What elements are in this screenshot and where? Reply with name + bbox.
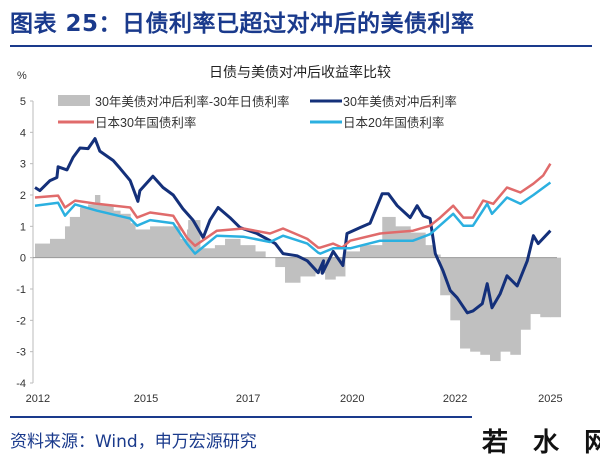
spread-bar [299,257,316,277]
spread-bar [540,257,551,318]
spread-bar [460,257,471,349]
spread-bar [335,257,346,277]
legend-label: 日本30年国债利率 [95,115,196,130]
spread-bar [163,226,174,258]
spread-bar [395,226,411,258]
spread-bar [88,204,96,258]
y-tick-label: 0 [20,253,26,265]
spread-bar [199,248,216,258]
x-tick-label: 2025 [538,393,562,405]
spread-bar [64,226,71,258]
spread-bar [520,257,531,330]
page-title: 图表 25：日债利率已超过对冲后的美债利率 [10,11,475,37]
spread-bar [35,243,51,258]
spread-bar [130,223,136,258]
y-axis-unit: % [17,70,27,82]
spread-bar [530,257,541,315]
series-line-1 [34,137,552,315]
watermark-logo: 若 水 网 [482,428,600,458]
legend-swatch-bar [58,95,90,106]
y-tick-label: 1 [20,221,26,233]
spread-bar [135,229,151,258]
series-line-2 [34,163,552,249]
y-tick-label: -3 [16,347,26,359]
spread-bar [470,257,481,352]
spread-bar [240,245,256,258]
y-tick-label: -4 [16,378,26,390]
spread-bar [450,257,461,321]
spread-bars [35,195,562,362]
spread-bar [550,257,562,318]
legend-label: 日本20年国债利率 [343,115,444,130]
x-tick-label: 2020 [340,393,364,405]
spread-bar [225,238,241,258]
chart-title: 日债与美债对冲后收益率比较 [209,64,391,80]
x-tick-label: 2022 [443,393,467,405]
spread-bar [180,238,188,258]
spread-bar [69,216,81,258]
y-tick-label: -1 [16,284,26,296]
spread-bar [113,210,121,258]
spread-bar [344,251,361,258]
y-tick-label: 2 [20,190,26,202]
legend-label: 30年美债对冲后利率-30年日债利率 [95,94,289,109]
y-tick-label: 4 [20,127,26,139]
y-tick-label: 5 [20,96,26,108]
spread-bar [359,245,371,258]
legend-label: 30年美债对冲后利率 [343,94,457,109]
spread-bar [150,226,164,258]
footer-divider [10,416,472,418]
title-divider [10,45,592,47]
spread-bar [173,226,181,258]
spread-bar [370,245,383,258]
spread-bar [214,245,226,258]
spread-bar [500,257,511,352]
spread-bar [480,257,491,355]
spread-bar [99,204,114,258]
spread-bar [284,257,301,283]
y-tick-label: 3 [20,159,26,171]
spread-bar [490,257,501,362]
spread-bar [120,213,131,258]
y-tick-label: -2 [16,315,26,327]
spread-bar [382,216,396,258]
source-note: 资料来源：Wind，申万宏源研究 [10,432,257,452]
x-tick-label: 2015 [134,393,158,405]
x-tick-label: 2017 [236,393,260,405]
spread-bar [325,257,336,280]
spread-bar [425,245,434,258]
spread-bar [79,207,89,258]
spread-bar [410,232,426,258]
spread-bar [255,251,266,258]
spread-bar [94,195,101,258]
series-line-3 [34,181,552,255]
x-tick-label: 2012 [26,393,50,405]
spread-bar [275,257,286,268]
spread-bar [510,257,521,355]
series-lines [34,137,552,315]
spread-bar [49,238,66,258]
